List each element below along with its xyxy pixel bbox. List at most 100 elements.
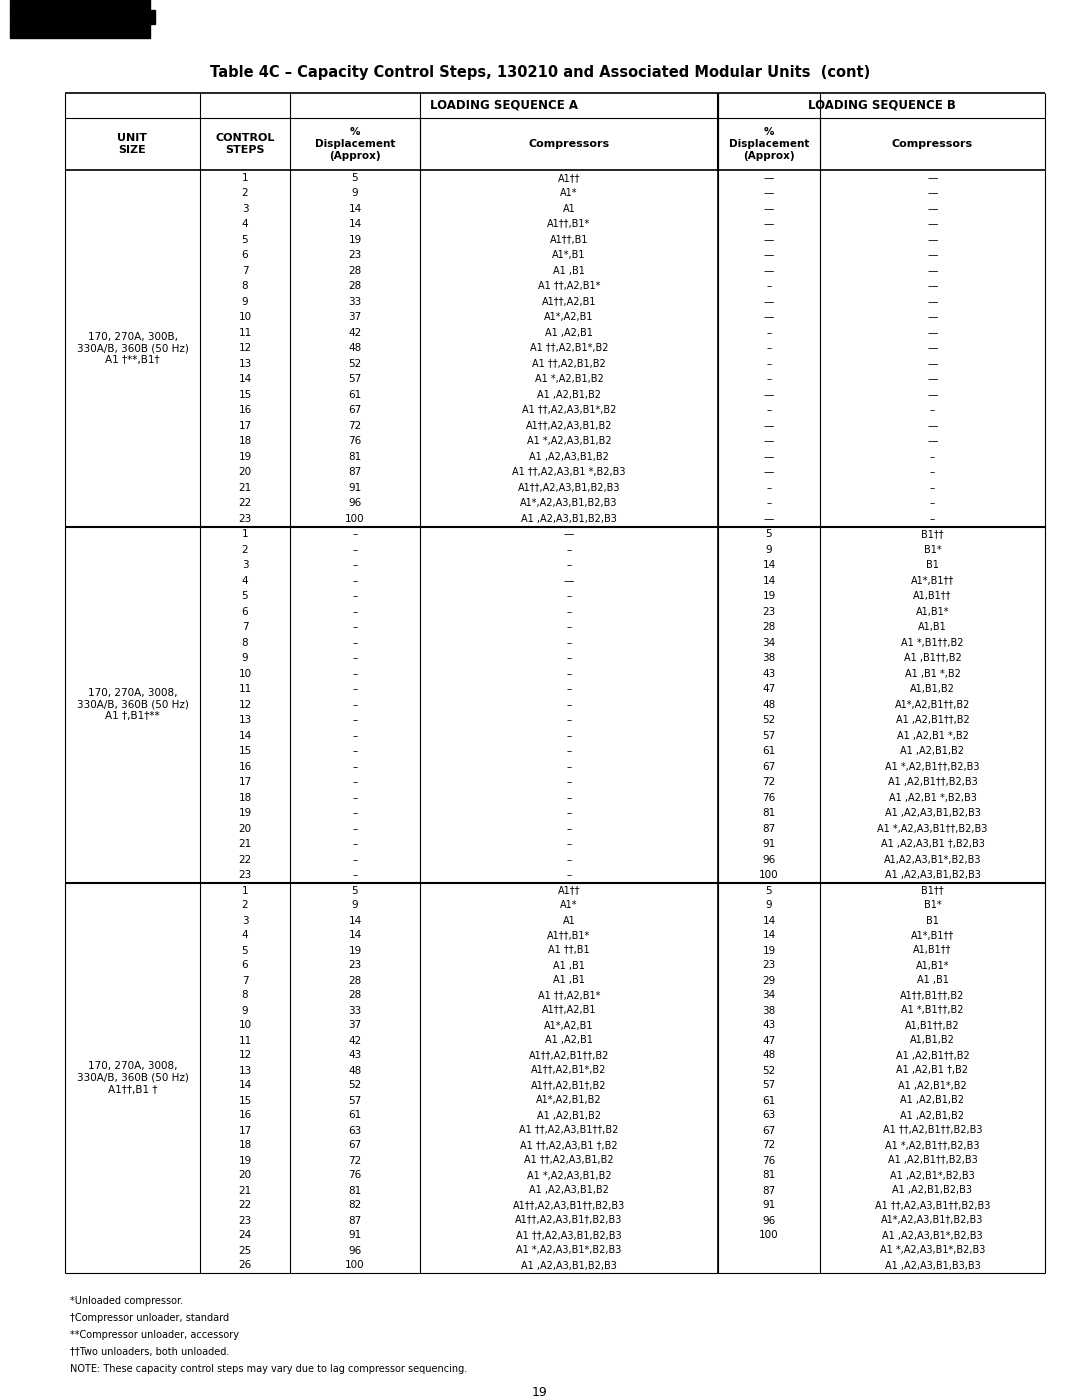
- Text: A1 ,B1: A1 ,B1: [553, 975, 585, 985]
- Text: A1 ,A2,A3,B1,B2,B3: A1 ,A2,A3,B1,B2,B3: [885, 870, 981, 880]
- Text: A1 ††,A2,A3,B1††,B2: A1 ††,A2,A3,B1††,B2: [519, 1126, 619, 1136]
- Text: A1 ,A2,B1††,B2: A1 ,A2,B1††,B2: [895, 1051, 970, 1060]
- Text: 19: 19: [762, 946, 775, 956]
- Text: A1,B1††: A1,B1††: [914, 946, 951, 956]
- Text: 5: 5: [352, 173, 359, 183]
- Text: 22: 22: [239, 499, 252, 509]
- Text: —: —: [928, 420, 937, 430]
- Text: A1 ,A2,B1,B2: A1 ,A2,B1,B2: [537, 1111, 600, 1120]
- Text: 23: 23: [239, 1215, 252, 1225]
- Text: 57: 57: [762, 1080, 775, 1091]
- Text: 61: 61: [762, 746, 775, 756]
- Text: A1 ,A2,B1 *,B2,B3: A1 ,A2,B1 *,B2,B3: [889, 792, 976, 803]
- Text: –: –: [566, 638, 571, 648]
- Text: 100: 100: [346, 514, 365, 524]
- Text: —: —: [764, 467, 774, 478]
- Text: –: –: [566, 809, 571, 819]
- Text: A1 *,A2,A3,B1,B2: A1 *,A2,A3,B1,B2: [527, 436, 611, 446]
- Text: 91: 91: [762, 840, 775, 849]
- Text: –: –: [352, 855, 357, 865]
- Text: 37: 37: [349, 313, 362, 323]
- Text: —: —: [928, 173, 937, 183]
- Text: 61: 61: [349, 390, 362, 400]
- Text: A1,B1*: A1,B1*: [916, 606, 949, 616]
- Text: –: –: [767, 328, 771, 338]
- Text: 28: 28: [349, 281, 362, 291]
- Text: A1,B1††: A1,B1††: [914, 591, 951, 601]
- Text: A1††,B1: A1††,B1: [550, 235, 589, 244]
- Text: 7: 7: [242, 622, 248, 633]
- Bar: [10, 10, 156, 24]
- Text: –: –: [352, 715, 357, 725]
- Text: –: –: [566, 746, 571, 756]
- Text: 72: 72: [762, 1140, 775, 1151]
- Text: 42: 42: [349, 1035, 362, 1045]
- Text: 14: 14: [762, 915, 775, 925]
- Text: %
Displacement
(Approx): % Displacement (Approx): [314, 127, 395, 161]
- Text: 8: 8: [242, 990, 248, 1000]
- Text: 19: 19: [349, 235, 362, 244]
- Text: –: –: [352, 777, 357, 788]
- Text: —: —: [764, 451, 774, 462]
- Text: 170, 270A, 300B,
330A/B, 360B (50 Hz)
A1 †**,B1†: 170, 270A, 300B, 330A/B, 360B (50 Hz) A1…: [77, 331, 188, 365]
- Text: 43: 43: [762, 669, 775, 679]
- Text: –: –: [566, 685, 571, 694]
- Text: —: —: [764, 296, 774, 307]
- Text: A1 *,A2,A3,B1,B2: A1 *,A2,A3,B1,B2: [527, 1171, 611, 1180]
- Text: B1: B1: [926, 915, 939, 925]
- Text: 34: 34: [762, 638, 775, 648]
- Text: 15: 15: [239, 1095, 252, 1105]
- Text: 67: 67: [349, 405, 362, 415]
- Text: 14: 14: [762, 576, 775, 585]
- Text: 23: 23: [239, 870, 252, 880]
- Text: –: –: [566, 870, 571, 880]
- Text: 76: 76: [762, 792, 775, 803]
- Text: –: –: [352, 669, 357, 679]
- Text: 14: 14: [239, 374, 252, 384]
- Text: A1 *,A2,A3,B1††,B2,B3: A1 *,A2,A3,B1††,B2,B3: [877, 824, 988, 834]
- Text: 10: 10: [239, 313, 252, 323]
- Text: 76: 76: [349, 436, 362, 446]
- Text: 5: 5: [242, 946, 248, 956]
- Text: –: –: [930, 451, 935, 462]
- Text: Table 4C – Capacity Control Steps, 130210 and Associated Modular Units  (cont): Table 4C – Capacity Control Steps, 13021…: [210, 64, 870, 80]
- Text: A1††,A2,B1††,B2: A1††,A2,B1††,B2: [529, 1051, 609, 1060]
- Text: 72: 72: [349, 1155, 362, 1165]
- Text: A1 ,A2,A3,B1*,B2,B3: A1 ,A2,A3,B1*,B2,B3: [882, 1231, 983, 1241]
- Text: 91: 91: [762, 1200, 775, 1210]
- Text: 37: 37: [349, 1020, 362, 1031]
- Text: †Compressor unloader, standard: †Compressor unloader, standard: [70, 1313, 229, 1323]
- Text: A1††: A1††: [557, 173, 580, 183]
- Text: B1††: B1††: [921, 886, 944, 895]
- Text: A1 ,A2,B1*,B2: A1 ,A2,B1*,B2: [899, 1080, 967, 1091]
- Text: A1††,B1*: A1††,B1*: [548, 930, 591, 940]
- Text: %
Displacement
(Approx): % Displacement (Approx): [729, 127, 809, 161]
- Text: 48: 48: [349, 344, 362, 353]
- Text: 23: 23: [239, 514, 252, 524]
- Text: A1,B1: A1,B1: [918, 622, 947, 633]
- Text: –: –: [566, 622, 571, 633]
- Text: –: –: [566, 761, 571, 771]
- Text: 19: 19: [239, 1155, 252, 1165]
- Text: 1: 1: [242, 529, 248, 539]
- Text: 12: 12: [239, 700, 252, 710]
- Text: A1*,B1: A1*,B1: [552, 250, 585, 260]
- Text: –: –: [352, 870, 357, 880]
- Text: A1 ,A2,A3,B1,B2: A1 ,A2,A3,B1,B2: [529, 451, 609, 462]
- Text: 33: 33: [349, 296, 362, 307]
- Text: —: —: [928, 219, 937, 229]
- Text: 10: 10: [239, 669, 252, 679]
- Text: 9: 9: [352, 901, 359, 911]
- Text: B1*: B1*: [923, 545, 942, 555]
- Text: 9: 9: [242, 296, 248, 307]
- Text: UNIT
SIZE: UNIT SIZE: [118, 133, 148, 155]
- Text: 34: 34: [762, 990, 775, 1000]
- Text: 18: 18: [239, 1140, 252, 1151]
- Text: Compressors: Compressors: [528, 138, 609, 149]
- Text: A1 ,A2,B1††,B2: A1 ,A2,B1††,B2: [895, 715, 970, 725]
- Text: A1 ,B1: A1 ,B1: [917, 975, 948, 985]
- Text: –: –: [352, 622, 357, 633]
- Text: A1,B1††,B2: A1,B1††,B2: [905, 1020, 960, 1031]
- Text: 14: 14: [349, 930, 362, 940]
- Text: 9: 9: [766, 901, 772, 911]
